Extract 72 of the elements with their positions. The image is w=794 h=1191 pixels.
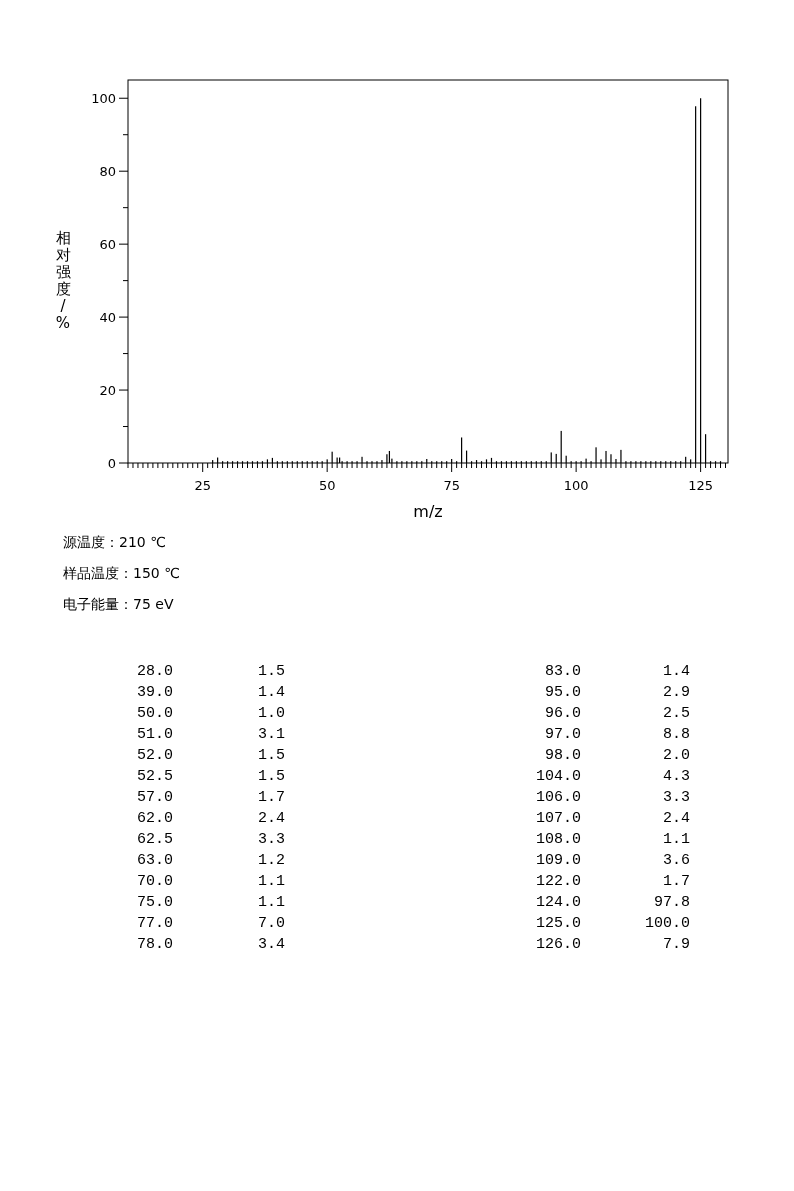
category-label: 104.0	[535, 768, 581, 785]
category-label: 52.5	[136, 768, 173, 785]
category-label: 77.0	[136, 915, 173, 932]
text: 2.5	[662, 705, 690, 722]
y-tick-label: 60	[99, 237, 116, 253]
text: 1.1	[257, 873, 285, 890]
category-label: 126.0	[535, 936, 581, 953]
category-label: 107.0	[535, 810, 581, 827]
text: 2.4	[662, 810, 690, 827]
text: 3.3	[257, 831, 285, 848]
text: 1.5	[257, 768, 285, 785]
category-label: 106.0	[535, 789, 581, 806]
category-label: 52.0	[136, 747, 173, 764]
text: 100.0	[644, 915, 690, 932]
x-tick-label: 100	[563, 478, 589, 493]
category-label: 125.0	[535, 915, 581, 932]
y-tick-label: 80	[99, 164, 116, 180]
text: 4.3	[662, 768, 690, 785]
category-label: 57.0	[136, 789, 173, 806]
category-label: 124.0	[535, 894, 581, 911]
text: 3.4	[257, 936, 285, 953]
category-label: 98.0	[544, 747, 581, 764]
text: 2.0	[662, 747, 690, 764]
text: 2.4	[257, 810, 285, 827]
text: 8.8	[662, 726, 690, 743]
text: 1.7	[257, 789, 285, 806]
text: 电子能量：75 eV	[63, 596, 174, 612]
category-label: 62.0	[136, 810, 173, 827]
category-label: 122.0	[535, 873, 581, 890]
category-label: 78.0	[136, 936, 173, 953]
category-label: 62.5	[136, 831, 173, 848]
category-label: 39.0	[136, 684, 173, 701]
text: 97.8	[653, 894, 690, 911]
text: 1.1	[662, 831, 690, 848]
category-label: 109.0	[535, 852, 581, 869]
y-tick-label: 100	[91, 91, 116, 107]
x-axis-title: m/z	[413, 502, 443, 521]
category-label: 70.0	[136, 873, 173, 890]
category-label: 108.0	[535, 831, 581, 848]
category-label: 96.0	[544, 705, 581, 722]
text: 1.5	[257, 747, 285, 764]
category-label: 28.0	[136, 663, 173, 680]
text: 1.4	[257, 684, 285, 701]
y-tick-label: 40	[99, 310, 116, 326]
text: 7.9	[662, 936, 690, 953]
x-tick-label: 50	[318, 478, 336, 493]
text: 1.4	[662, 663, 690, 680]
text: 2.9	[662, 684, 690, 701]
category-label: 50.0	[136, 705, 173, 722]
text: 7.0	[257, 915, 285, 932]
text: 样品温度：150 ℃	[63, 565, 180, 581]
x-tick-label: 75	[443, 478, 460, 493]
text: 1.7	[662, 873, 690, 890]
category-label: 75.0	[136, 894, 173, 911]
x-tick-label: 25	[194, 478, 211, 493]
text: 源温度：210 ℃	[63, 534, 166, 550]
category-label: 95.0	[544, 684, 581, 701]
text: 3.3	[662, 789, 690, 806]
category-label: 83.0	[544, 663, 581, 680]
text: 3.1	[257, 726, 285, 743]
y-tick-label: 0	[107, 456, 116, 471]
text: 1.0	[257, 705, 285, 722]
text: 1.1	[257, 894, 285, 911]
y-axis-title: 相对强度/%	[55, 229, 71, 332]
x-tick-label: 125	[688, 478, 714, 493]
text: 1.2	[257, 852, 285, 869]
category-label: 51.0	[136, 726, 173, 743]
text: 3.6	[662, 852, 690, 869]
y-tick-label: 20	[99, 383, 116, 399]
text: 1.5	[257, 663, 285, 680]
category-label: 97.0	[544, 726, 581, 743]
category-label: 63.0	[136, 852, 173, 869]
